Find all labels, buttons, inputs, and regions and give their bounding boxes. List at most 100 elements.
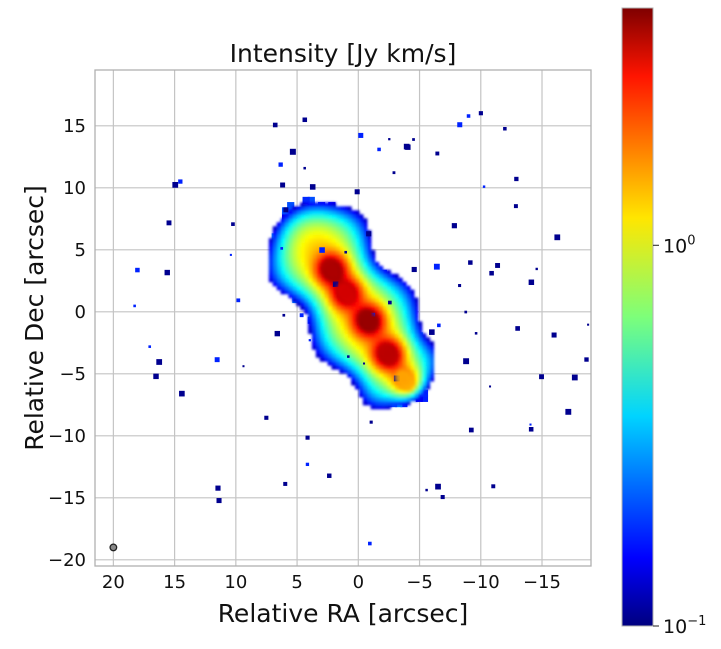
- emission-pixel: [272, 249, 278, 255]
- emission-pixel: [366, 376, 372, 382]
- emission-pixel: [292, 257, 297, 263]
- emission-peak-south-tip: [394, 368, 415, 392]
- emission-pixel: [335, 337, 341, 342]
- emission-pixel: [390, 285, 395, 291]
- emission-pixel: [311, 281, 317, 287]
- emission-pixel: [339, 249, 344, 255]
- emission-pixel: [366, 261, 372, 267]
- emission-pixel: [413, 396, 419, 402]
- emission-pixel: [304, 230, 309, 235]
- emission-pixel: [402, 400, 407, 406]
- emission-pixel: [304, 238, 309, 243]
- emission-pixel: [308, 222, 313, 227]
- emission-pixel: [288, 246, 294, 251]
- emission-pixel: [374, 361, 380, 366]
- emission-pixel: [331, 325, 337, 330]
- emission-pixel: [280, 257, 286, 263]
- emission-pixel: [327, 206, 333, 211]
- emission-pixel: [429, 365, 435, 370]
- emission-pixel: [362, 341, 368, 346]
- emission-pixel: [292, 226, 297, 231]
- emission-pixel: [311, 317, 317, 323]
- emission-pixel: [339, 261, 344, 267]
- emission-pixel: [386, 321, 391, 327]
- emission-pixel: [374, 400, 380, 406]
- emission-pixel: [335, 305, 341, 311]
- emission-pixel: [358, 297, 364, 303]
- emission-pixel: [319, 341, 325, 346]
- emission-pixel: [315, 226, 321, 231]
- emission-pixel: [382, 313, 388, 319]
- emission-pixel: [315, 218, 321, 223]
- emission-pixel: [382, 376, 388, 382]
- emission-pixel: [398, 396, 403, 402]
- emission-pixel: [284, 281, 290, 287]
- emission-pixel: [339, 369, 344, 374]
- emission-pixel: [327, 329, 333, 334]
- emission-pixel: [296, 242, 301, 247]
- noise-speck: [478, 111, 483, 116]
- emission-pixel: [370, 400, 376, 406]
- emission-pixel: [358, 384, 364, 390]
- emission-pixel: [339, 230, 344, 235]
- emission-pixel: [339, 246, 344, 251]
- emission-pixel: [362, 361, 368, 366]
- emission-pixel: [308, 234, 313, 239]
- noise-speck: [565, 408, 572, 415]
- noise-speck: [347, 355, 350, 358]
- emission-pixel: [398, 357, 403, 362]
- emission-pixel: [351, 234, 356, 239]
- emission-pixel: [296, 301, 301, 307]
- emission-pixel: [417, 337, 423, 342]
- emission-pixel: [319, 285, 325, 291]
- emission-pixel: [394, 309, 399, 315]
- emission-pixel: [331, 317, 337, 323]
- emission-pixel: [398, 353, 403, 358]
- emission-pixel: [331, 285, 337, 291]
- emission-pixel: [343, 341, 348, 346]
- emission-pixel: [417, 369, 423, 374]
- emission-pixel: [292, 285, 297, 291]
- emission-pixel: [292, 269, 297, 275]
- emission-pixel: [362, 376, 368, 382]
- emission-pixel: [335, 357, 341, 362]
- emission-pixel: [366, 396, 372, 402]
- emission-pixel: [405, 400, 411, 406]
- noise-speck: [435, 483, 441, 490]
- emission-pixel: [421, 337, 427, 342]
- emission-pixel: [280, 226, 286, 231]
- emission-pixel: [331, 361, 337, 366]
- emission-pixel: [300, 281, 305, 287]
- noise-speck: [133, 304, 136, 308]
- emission-pixel: [288, 242, 294, 247]
- emission-pixel: [394, 345, 399, 350]
- emission-pixel: [378, 317, 384, 323]
- emission-cell: [415, 394, 423, 402]
- emission-pixel: [370, 329, 376, 334]
- emission-pixel: [409, 301, 415, 307]
- emission-pixel: [331, 293, 337, 299]
- emission-pixel: [370, 361, 376, 366]
- emission-pixel: [323, 277, 329, 283]
- emission-pixel: [417, 372, 423, 378]
- emission-pixel: [331, 305, 337, 311]
- noise-speck: [178, 179, 183, 184]
- emission-pixel: [311, 333, 317, 338]
- colorbar-tick-exponent: 0: [687, 233, 695, 248]
- emission-pixel: [382, 380, 388, 386]
- emission-pixel: [327, 289, 333, 295]
- x-tick-label: 15: [163, 572, 186, 593]
- emission-pixel: [355, 384, 360, 390]
- emission-pixel: [347, 345, 352, 350]
- emission-pixel: [409, 357, 415, 362]
- emission-pixel: [382, 305, 388, 311]
- emission-pixel: [327, 246, 333, 251]
- emission-pixel: [288, 210, 294, 215]
- emission-pixel: [358, 261, 364, 267]
- emission-pixel: [327, 230, 333, 235]
- emission-pixel: [386, 269, 391, 275]
- noise-speck: [535, 267, 538, 271]
- emission-pixel: [308, 257, 313, 263]
- emission-pixel: [343, 345, 348, 350]
